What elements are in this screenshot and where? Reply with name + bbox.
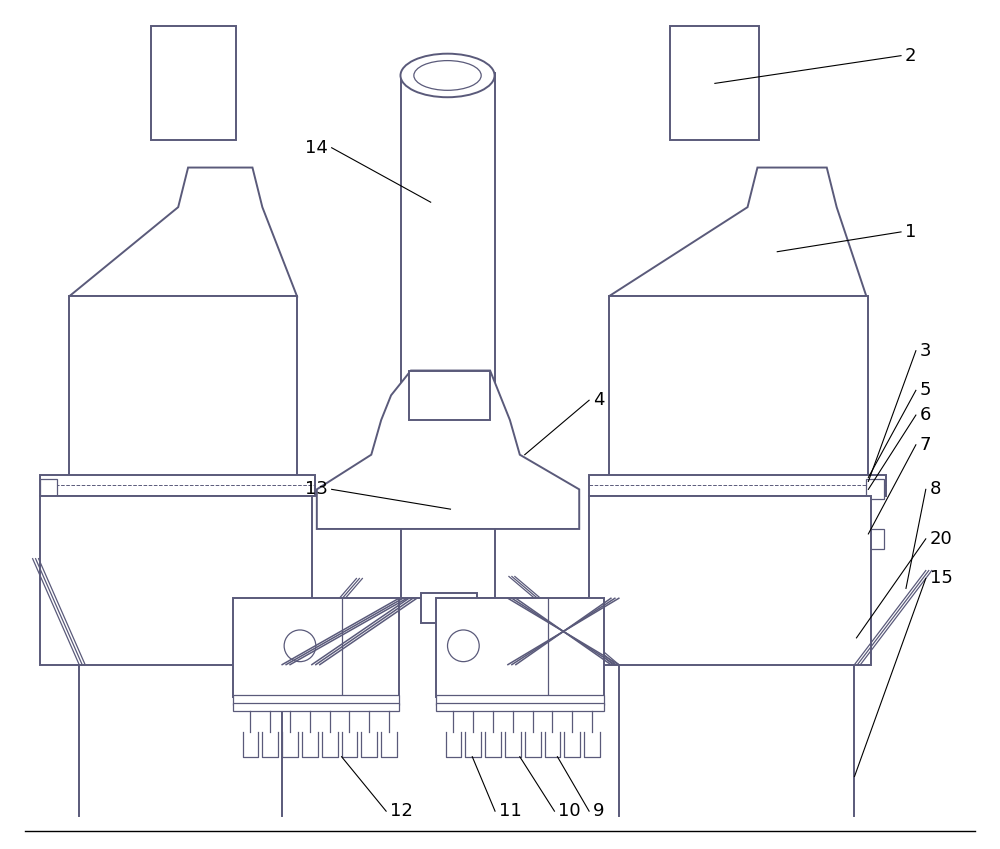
Ellipse shape	[400, 53, 495, 98]
Bar	[866, 480, 884, 499]
Text: 9: 9	[593, 802, 605, 820]
Bar	[401, 74, 495, 599]
Bar	[233, 695, 399, 706]
Bar	[609, 296, 868, 480]
Bar	[436, 695, 604, 706]
Text: 11: 11	[499, 802, 522, 820]
Text: 6: 6	[920, 406, 931, 424]
Polygon shape	[609, 167, 866, 296]
Text: 5: 5	[920, 381, 931, 399]
Bar	[670, 26, 759, 140]
Text: 3: 3	[920, 342, 931, 360]
Bar	[233, 599, 399, 697]
Text: 10: 10	[558, 802, 581, 820]
Text: 13: 13	[305, 481, 328, 498]
Bar	[40, 475, 315, 497]
Bar	[40, 480, 57, 499]
Polygon shape	[69, 167, 297, 296]
Text: 2: 2	[905, 47, 916, 65]
Text: 7: 7	[920, 436, 931, 454]
Text: 12: 12	[390, 802, 413, 820]
Bar	[589, 497, 871, 665]
Bar	[409, 370, 490, 420]
Bar	[151, 26, 236, 140]
Text: 4: 4	[593, 391, 605, 409]
Bar	[421, 593, 477, 623]
Bar	[40, 497, 312, 665]
Ellipse shape	[414, 60, 481, 90]
Bar	[233, 703, 399, 711]
Bar	[436, 703, 604, 711]
Text: 14: 14	[305, 138, 328, 157]
Bar	[40, 529, 57, 548]
Text: 15: 15	[930, 570, 953, 588]
Bar	[436, 599, 604, 697]
Text: 1: 1	[905, 223, 916, 241]
Bar	[866, 529, 884, 548]
Text: 8: 8	[930, 481, 941, 498]
Bar	[69, 296, 297, 480]
Bar	[589, 475, 886, 497]
Text: 20: 20	[930, 530, 952, 548]
Polygon shape	[317, 370, 579, 529]
